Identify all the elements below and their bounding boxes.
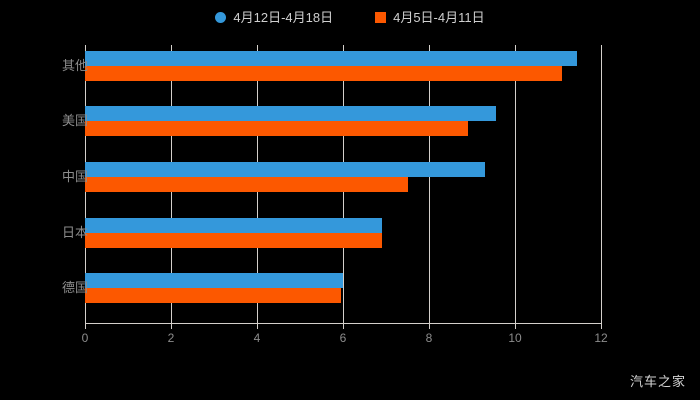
bar[interactable] — [85, 288, 341, 304]
x-tick-label: 2 — [167, 331, 175, 345]
bar[interactable] — [85, 121, 468, 137]
y-axis-label: 德国 — [61, 280, 88, 296]
bar[interactable] — [85, 217, 382, 233]
gridline-8 — [429, 45, 430, 323]
bar[interactable] — [85, 106, 496, 122]
bar-group — [85, 106, 601, 137]
x-tick-label: 12 — [594, 331, 608, 345]
x-tick-mark — [343, 323, 344, 329]
bar-group — [85, 217, 601, 248]
legend-circle-marker-icon — [215, 11, 227, 23]
y-axis-label: 日本 — [61, 224, 88, 240]
x-tick-mark — [429, 323, 430, 329]
bar-group — [85, 50, 601, 81]
x-tick-label: 6 — [339, 331, 347, 345]
bar-group — [85, 162, 601, 192]
gridline-10 — [515, 45, 516, 323]
legend-item-orange[interactable]: 4月5日-4月11日 — [375, 11, 485, 24]
legend-label-blue: 4月12日-4月18日 — [233, 9, 334, 25]
x-tick-mark — [257, 323, 258, 329]
legend-label-orange: 4月5日-4月11日 — [393, 9, 485, 25]
bar[interactable] — [85, 50, 578, 66]
x-tick-mark — [601, 323, 602, 329]
x-tick-mark — [515, 323, 516, 329]
y-axis-label: 其他 — [61, 57, 88, 73]
plot-area — [85, 45, 602, 323]
x-tick-mark — [171, 323, 172, 329]
y-axis-category-labels: 其他美国中国日本德国 — [0, 45, 700, 323]
watermark-autohome: 汽车之家 — [629, 374, 686, 389]
y-axis-label: 美国 — [61, 113, 88, 129]
chart-legend: 4月12日-4月18日 4月5日-4月11日 — [0, 5, 700, 29]
x-tick-label: 4 — [253, 331, 261, 345]
x-tick-label: 10 — [508, 331, 522, 345]
gridline-12 — [601, 45, 602, 323]
bar[interactable] — [85, 273, 343, 289]
x-tick-mark — [85, 323, 86, 329]
x-tick-label: 8 — [425, 331, 433, 345]
y-axis-label: 中国 — [61, 169, 88, 184]
legend-item-blue[interactable]: 4月12日-4月18日 — [215, 11, 333, 24]
bar[interactable] — [85, 162, 485, 177]
bar[interactable] — [85, 177, 408, 192]
x-tick-label: 0 — [81, 331, 89, 345]
legend-square-marker-icon — [375, 11, 387, 23]
bar-group — [85, 273, 601, 304]
bar[interactable] — [85, 232, 382, 248]
bar[interactable] — [85, 65, 563, 81]
